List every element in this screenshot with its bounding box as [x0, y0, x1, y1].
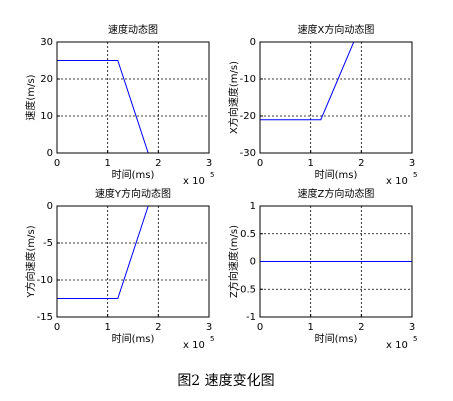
x-tick-label: 0 — [257, 322, 263, 333]
y-tick-label: -15 — [37, 312, 53, 323]
y-tick-label: -20 — [240, 111, 256, 122]
x-scale-exponent: 5 — [210, 335, 214, 343]
x-tick-label: 1 — [104, 322, 110, 333]
axes-frame — [56, 205, 210, 318]
y-axis-label: X方向速度(m/s) — [227, 61, 240, 134]
x-scale-label: x 10 — [183, 176, 205, 187]
x-scale-exponent: 5 — [210, 171, 214, 179]
x-tick-label: 3 — [409, 158, 415, 169]
x-tick-label: 1 — [104, 158, 110, 169]
y-tick-label: -0.5 — [236, 284, 256, 295]
y-axis-label: 速度(m/s) — [24, 74, 37, 120]
x-tick-label: 2 — [358, 322, 364, 333]
y-tick-label: 10 — [40, 111, 53, 122]
x-tick-label: 2 — [358, 158, 364, 169]
y-tick-label: -5 — [43, 238, 53, 249]
x-tick-label: 1 — [307, 322, 313, 333]
x-scale-label: x 10 — [386, 340, 408, 351]
subplot-title: 速度X方向动态图 — [298, 23, 375, 36]
x-tick-label: 0 — [257, 158, 263, 169]
x-tick-label: 2 — [155, 322, 161, 333]
y-axis-label: Z方向速度(m/s) — [227, 225, 240, 298]
y-tick-label: -1 — [246, 312, 256, 323]
y-tick-label: 20 — [40, 74, 53, 85]
x-scale-exponent: 5 — [413, 335, 417, 343]
y-axis-label: Y方向速度(m/s) — [24, 225, 37, 298]
x-tick-label: 2 — [155, 158, 161, 169]
y-tick-label: 30 — [40, 37, 53, 48]
x-axis-label: 时间(ms) — [315, 168, 358, 181]
y-tick-label: 0 — [250, 257, 256, 268]
x-axis-label: 时间(ms) — [112, 332, 155, 345]
y-tick-label: -10 — [37, 275, 53, 286]
x-tick-label: 1 — [307, 158, 313, 169]
y-tick-label: 0.5 — [240, 229, 256, 240]
y-tick-label: 0 — [250, 37, 256, 48]
x-tick-label: 3 — [206, 158, 212, 169]
x-tick-label: 0 — [54, 322, 60, 333]
y-tick-label: -10 — [240, 74, 256, 85]
x-tick-label: 3 — [409, 322, 415, 333]
x-tick-label: 0 — [54, 158, 60, 169]
x-scale-exponent: 5 — [413, 171, 417, 179]
y-tick-label: 1 — [250, 201, 256, 212]
subplot-title: 速度Z方向动态图 — [298, 187, 375, 200]
x-axis-label: 时间(ms) — [112, 168, 155, 181]
x-scale-label: x 10 — [386, 176, 408, 187]
axes-frame — [259, 41, 413, 154]
figure-caption: 图2 速度变化图 — [177, 373, 274, 389]
axes-frame — [56, 41, 210, 154]
y-tick-label: -30 — [240, 148, 256, 159]
y-tick-label: 0 — [47, 148, 53, 159]
x-scale-label: x 10 — [183, 340, 205, 351]
subplot-title: 速度动态图 — [108, 23, 158, 36]
x-tick-label: 3 — [206, 322, 212, 333]
y-tick-label: 0 — [47, 201, 53, 212]
axes-frame — [259, 205, 413, 318]
x-axis-label: 时间(ms) — [315, 332, 358, 345]
subplot-title: 速度Y方向动态图 — [95, 187, 171, 200]
